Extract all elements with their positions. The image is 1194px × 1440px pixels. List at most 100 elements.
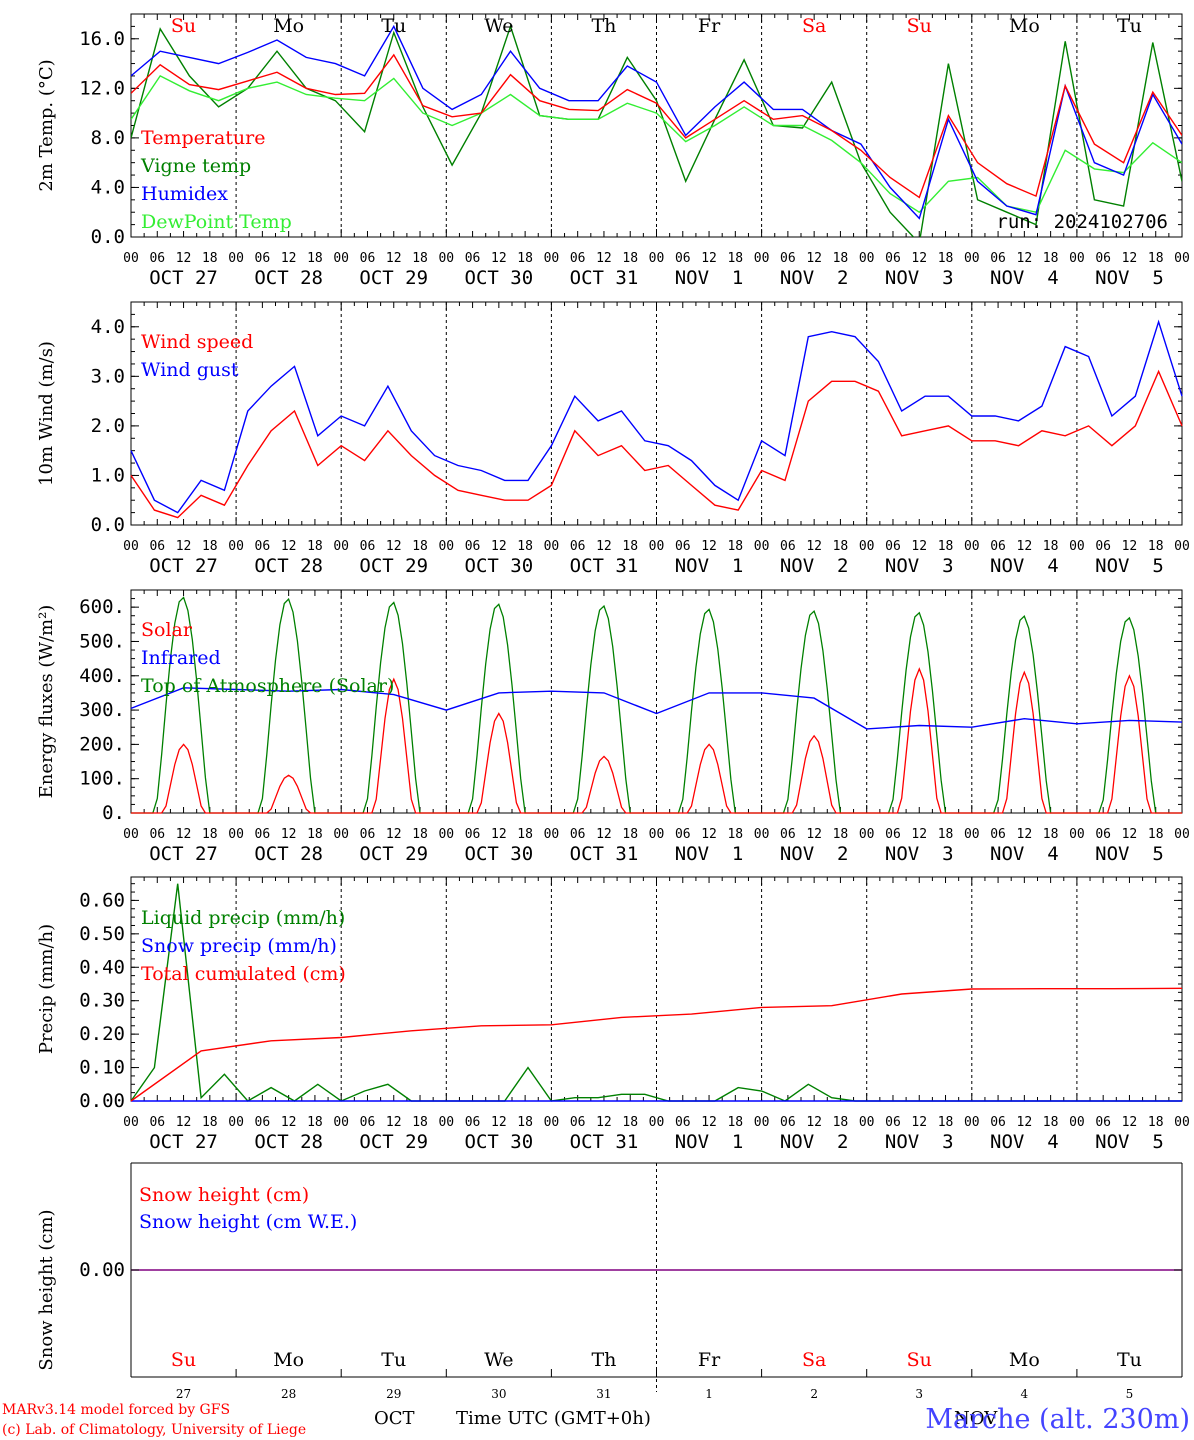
hour-tick-label: 12: [911, 827, 927, 842]
hour-tick-label: 00: [964, 251, 980, 266]
weekday-label: Sa: [802, 1349, 826, 1371]
hour-tick-label: 06: [675, 827, 691, 842]
hour-tick-label: 12: [806, 1115, 822, 1130]
hour-tick-label: 00: [1069, 1115, 1085, 1130]
hour-tick-label: 06: [885, 539, 901, 554]
y-tick-label: 2.0: [91, 415, 125, 437]
hour-tick-label: 00: [438, 1115, 454, 1130]
hour-tick-label: 00: [964, 827, 980, 842]
weekday-label: We: [484, 15, 513, 37]
hour-tick-label: 12: [386, 539, 402, 554]
day-number-label: 3: [915, 1387, 923, 1401]
hour-tick-label: 06: [149, 251, 165, 266]
hour-tick-label: 12: [491, 1115, 507, 1130]
hour-tick-label: 06: [149, 539, 165, 554]
y-tick-label: 100.: [79, 768, 125, 790]
date-label: OCT 29: [359, 843, 428, 865]
hour-tick-label: 18: [307, 539, 323, 554]
weekday-label: Th: [591, 1349, 616, 1371]
date-label: OCT 30: [465, 555, 534, 577]
series-wind-speed: [130, 369, 1183, 519]
date-label: NOV 1: [675, 843, 744, 865]
date-label: OCT 30: [465, 1131, 534, 1153]
y-tick-label: 0.60: [79, 889, 125, 911]
hour-tick-label: 18: [622, 827, 638, 842]
y-tick-label: 0.10: [79, 1057, 125, 1079]
hour-tick-label: 18: [727, 539, 743, 554]
date-label: NOV 3: [885, 267, 954, 289]
legend-snow-precip-mm-h-: Snow precip (mm/h): [141, 935, 337, 957]
date-label: NOV 2: [780, 843, 849, 865]
series-2: [131, 24, 1182, 220]
hour-tick-label: 00: [333, 251, 349, 266]
hour-tick-label: 12: [176, 1115, 192, 1130]
panel-2: 00 06 12 18 00 06 12 18 00 06 12 18 00 06 12 18 00 06 12 18…: [36, 589, 1190, 865]
legend-total-cumulated-cm-: Total cumulated (cm): [141, 963, 346, 985]
hour-tick-label: 06: [149, 827, 165, 842]
hour-tick-label: 18: [622, 1115, 638, 1130]
hour-tick-label: 06: [675, 251, 691, 266]
day-number-label: 28: [281, 1387, 296, 1401]
hour-tick-label: 12: [1017, 827, 1033, 842]
date-label: NOV 4: [990, 1131, 1059, 1153]
date-label: NOV 3: [885, 1131, 954, 1153]
hour-tick-label: 06: [1095, 251, 1111, 266]
weekday-label: Mo: [1009, 1349, 1040, 1371]
hour-tick-label: 18: [517, 1115, 533, 1130]
date-label: NOV 1: [675, 1131, 744, 1153]
hour-tick-label: 00: [333, 827, 349, 842]
hour-tick-label: 18: [517, 251, 533, 266]
y-tick-label: 300.: [79, 699, 125, 721]
hour-tick-label: 18: [202, 827, 218, 842]
date-label: NOV 3: [885, 555, 954, 577]
hour-tick-label: 06: [465, 251, 481, 266]
hour-tick-label: 12: [176, 827, 192, 842]
hour-tick-label: 18: [202, 251, 218, 266]
weekday-label: Su: [907, 1349, 932, 1371]
date-label: OCT 31: [570, 1131, 639, 1153]
weekday-label: Su: [171, 15, 196, 37]
date-label: OCT 28: [254, 1131, 323, 1153]
date-label: OCT 27: [149, 843, 218, 865]
hour-tick-label: 00: [649, 1115, 665, 1130]
date-label: OCT 29: [359, 267, 428, 289]
legend-temperature: Temperature: [141, 127, 265, 149]
y-tick-label: 0.20: [79, 1023, 125, 1045]
series-wind-gust: [130, 319, 1183, 514]
date-label: NOV 5: [1095, 555, 1164, 577]
y-tick-label: 0.: [102, 802, 125, 824]
hour-tick-label: 12: [911, 1115, 927, 1130]
hour-tick-label: 12: [806, 251, 822, 266]
hour-tick-label: 06: [570, 1115, 586, 1130]
y-tick-label: 0.50: [79, 923, 125, 945]
run-label: run: 2024102706: [996, 211, 1168, 233]
hour-tick-label: 12: [491, 539, 507, 554]
y-tick-label: 16.0: [79, 28, 125, 50]
hour-tick-label: 18: [307, 827, 323, 842]
panel-frame: [130, 589, 1183, 814]
weekday-label: Mo: [1009, 15, 1040, 37]
day-number-label: 4: [1021, 1387, 1029, 1401]
hour-tick-label: 06: [885, 1115, 901, 1130]
date-label: OCT 27: [149, 267, 218, 289]
date-label: OCT 31: [570, 843, 639, 865]
y-axis-label: 2m Temp. (°C): [36, 59, 57, 191]
date-label: NOV 2: [780, 555, 849, 577]
date-label: NOV 1: [675, 555, 744, 577]
y-tick-label: 3.0: [91, 365, 125, 387]
y-tick-label: 0.00: [79, 1259, 125, 1281]
hour-tick-label: 00: [1069, 827, 1085, 842]
weekday-label: Tu: [1117, 1349, 1142, 1371]
hour-tick-label: 18: [1043, 827, 1059, 842]
hour-tick-label: 12: [596, 827, 612, 842]
hour-tick-label: 12: [596, 251, 612, 266]
panel-0: 00 06 12 18 00 06 12 18 00 06 12 18 00 06 12 18 00 06 12 18…: [36, 13, 1190, 289]
hour-tick-label: 12: [386, 1115, 402, 1130]
panel-frame: [130, 301, 1183, 526]
hour-tick-label: 12: [1122, 539, 1138, 554]
station-label: Marche (alt. 230m): [925, 1404, 1190, 1435]
hour-tick-label: 06: [990, 827, 1006, 842]
hour-tick-label: 18: [307, 251, 323, 266]
y-tick-label: 0.0: [91, 514, 125, 536]
date-label: NOV 4: [990, 843, 1059, 865]
